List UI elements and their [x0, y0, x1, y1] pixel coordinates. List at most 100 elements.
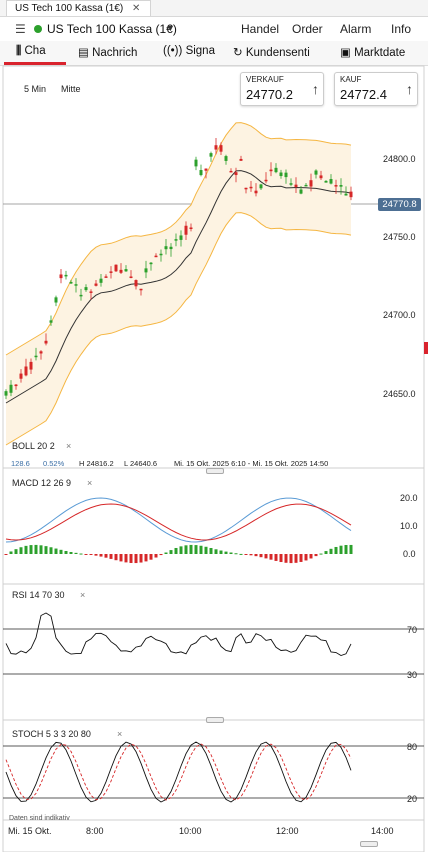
macd-histogram-bar	[119, 554, 123, 562]
close-icon[interactable]: ×	[80, 590, 86, 600]
market-status-icon	[34, 25, 42, 33]
candle-body	[134, 280, 138, 287]
candle-body	[204, 168, 208, 171]
macd-histogram-bar	[239, 553, 243, 555]
x-tick: 8:00	[86, 826, 104, 836]
pane-resize-handle[interactable]	[206, 717, 224, 723]
rsi-tick: 70	[407, 625, 418, 635]
macd-histogram-bar	[9, 551, 13, 554]
macd-histogram-bar	[39, 545, 43, 554]
candle-body	[259, 184, 263, 189]
macd-histogram-bar	[264, 554, 268, 559]
stoch-label: STOCH 5 3 3 20 80	[12, 729, 91, 739]
candle-body	[219, 145, 223, 152]
macd-histogram-bar	[244, 554, 248, 555]
candle-body	[184, 225, 188, 235]
candle-body	[239, 158, 243, 161]
signal-icon: ((•))	[163, 45, 183, 57]
macd-histogram-bar	[219, 550, 223, 554]
bollinger-fill	[6, 122, 351, 445]
macd-tick: 10.0	[400, 521, 418, 531]
macd-histogram-bar	[149, 554, 153, 560]
menu-bar: ☰ US Tech 100 Kassa (1€) ▼ Handel Order …	[0, 17, 428, 41]
candle-body	[14, 384, 18, 387]
candle-body	[59, 274, 63, 279]
candle-body	[44, 340, 48, 344]
stoch-tick: 80	[407, 742, 418, 752]
interval-selector[interactable]: 5 Min	[24, 84, 47, 94]
macd-histogram-bar	[279, 554, 283, 563]
candle-body	[154, 255, 158, 258]
stoch-chart	[3, 741, 424, 803]
macd-histogram-bar	[34, 544, 38, 554]
tab-chart[interactable]: ⫼ Cha	[16, 45, 46, 58]
macd-histogram-bar	[69, 551, 73, 554]
x-tick: 12:00	[276, 826, 299, 836]
y-tick: 24650.0	[383, 389, 416, 399]
stoch-d-line	[5, 743, 352, 801]
candle-body	[74, 284, 78, 286]
macd-histogram-bar	[4, 554, 8, 555]
y-tick: 24800.0	[383, 154, 416, 164]
macd-histogram-bar	[189, 544, 193, 554]
candle-body	[104, 276, 108, 278]
menu-handel[interactable]: Handel	[241, 22, 280, 36]
buy-price-box[interactable]: KAUF 24772.4 ↑	[334, 72, 418, 106]
macd-histogram-bar	[64, 550, 68, 554]
window-tab[interactable]: US Tech 100 Kassa (1€) ✕	[6, 0, 152, 16]
candle-body	[319, 175, 323, 179]
macd-histogram-bar	[94, 554, 98, 556]
macd-histogram-bar	[349, 544, 353, 554]
close-icon[interactable]: ×	[117, 729, 123, 739]
menu-info[interactable]: Info	[391, 22, 412, 36]
macd-histogram-bar	[84, 554, 88, 555]
buy-price: 24772.4	[340, 87, 387, 102]
macd-histogram-bar	[334, 546, 338, 554]
macd-histogram-bar	[184, 545, 188, 554]
close-icon[interactable]: ×	[66, 441, 72, 451]
tab-market-data-label: Marktdate	[354, 47, 406, 59]
instrument-selector[interactable]: US Tech 100 Kassa (1€)	[47, 22, 177, 36]
macd-histogram-bar	[284, 554, 288, 563]
macd-histogram-bar	[74, 552, 78, 554]
tab-market-data[interactable]: ▣ Marktdate	[340, 45, 405, 59]
candle-body	[279, 172, 283, 177]
stoch-k-line	[5, 741, 352, 803]
pane-resize-handle[interactable]	[206, 468, 224, 474]
macd-histogram-bar	[329, 548, 333, 554]
hamburger-icon[interactable]: ☰	[15, 22, 26, 36]
macd-histogram-bar	[124, 554, 128, 563]
pane-resize-handle[interactable]	[360, 841, 378, 847]
candle-body	[34, 355, 38, 358]
tab-sentiment[interactable]: ↻ Kundensenti	[233, 45, 310, 59]
price-type-selector[interactable]: Mitte	[61, 84, 81, 94]
tab-news[interactable]: ▤ Nachrich	[78, 45, 137, 59]
candle-body	[64, 274, 68, 277]
tab-signals[interactable]: ((•)) Signa	[163, 45, 215, 57]
candle-body	[109, 271, 113, 273]
menu-alarm[interactable]: Alarm	[340, 22, 372, 36]
macd-histogram-bar	[199, 545, 203, 554]
sell-price-box[interactable]: VERKAUF 24770.2 ↑	[240, 72, 324, 106]
chevron-down-icon[interactable]: ▼	[166, 23, 175, 33]
candle-body	[144, 268, 148, 273]
sell-label: VERKAUF	[246, 75, 284, 84]
close-icon[interactable]: ✕	[132, 3, 141, 14]
candle-body	[294, 184, 298, 188]
macd-histogram-bar	[89, 554, 93, 555]
chart-border	[2, 65, 425, 852]
candle-body	[169, 246, 173, 250]
macd-tick: 20.0	[400, 493, 418, 503]
macd-histogram-bar	[54, 548, 58, 554]
close-icon[interactable]: ×	[87, 478, 93, 488]
menu-order[interactable]: Order	[292, 22, 323, 36]
candle-body	[29, 361, 33, 370]
candle-body	[334, 185, 338, 187]
candle-body	[149, 262, 153, 265]
candle-body	[344, 193, 348, 196]
candle-body	[274, 167, 278, 173]
info-range: Mi. 15 Okt. 2025 6:10 - Mi. 15 Okt. 2025…	[174, 459, 329, 468]
candle-body	[199, 170, 203, 176]
macd-histogram-bar	[24, 545, 28, 554]
